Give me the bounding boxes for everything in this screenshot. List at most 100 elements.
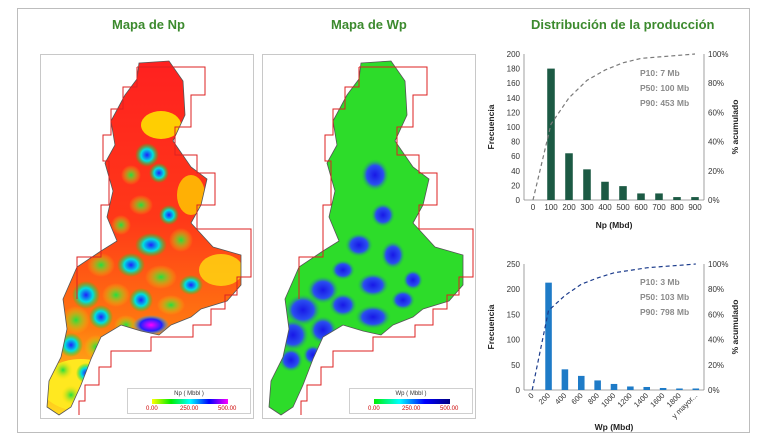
wp-map-image — [268, 60, 474, 416]
np-y2tick-label: 80% — [708, 79, 724, 88]
wp-stat-label: P10: 3 Mb — [640, 277, 680, 287]
np-ytick-label: 80 — [511, 138, 520, 147]
wp-y2tick-label: 60% — [708, 310, 724, 319]
np-bar — [583, 169, 591, 200]
np-xtick-label: 900 — [688, 203, 702, 212]
np-map-title: Mapa de Np — [112, 17, 185, 32]
wp-y-axis-label: Frecuencia — [486, 304, 496, 349]
wp-stat-label: P90: 798 Mb — [640, 307, 689, 317]
np-xtick-label: 600 — [634, 203, 648, 212]
np-stat-label: P10: 7 Mb — [640, 68, 680, 78]
wp-y2tick-label: 0% — [708, 386, 720, 395]
np-bar — [637, 193, 645, 200]
np-bar — [655, 193, 663, 200]
wp-ytick-label: 250 — [507, 260, 521, 269]
np-legend: Np ( Mbbl ) 0.00 250.00 500.00 — [127, 388, 251, 414]
np-ytick-label: 40 — [511, 167, 520, 176]
wp-ytick-label: 0 — [516, 386, 521, 395]
np-ytick-label: 20 — [511, 181, 520, 190]
wp-ytick-label: 100 — [507, 336, 521, 345]
np-xtick-label: 500 — [616, 203, 630, 212]
wp-ytick-label: 150 — [507, 310, 521, 319]
np-bar — [673, 197, 681, 200]
np-y2-axis-label: % acumulado — [730, 100, 740, 155]
np-bar — [565, 153, 573, 200]
wp-xtick-label: 400 — [553, 391, 568, 406]
np-x-axis-label: Np (Mbd) — [596, 220, 633, 230]
np-y-axis-label: Frecuencia — [486, 104, 496, 149]
wp-legend-tick-0: 0.00 — [368, 406, 380, 412]
np-xtick-label: 0 — [531, 203, 536, 212]
wp-legend-tick-2: 500.00 — [440, 406, 459, 412]
distribution-title: Distribución de la producción — [531, 17, 715, 32]
np-xtick-label: 700 — [652, 203, 666, 212]
np-legend-gradient — [152, 399, 228, 404]
wp-bar — [692, 388, 700, 390]
wp-xtick-label: 0 — [526, 391, 535, 400]
wp-y2tick-label: 80% — [708, 285, 724, 294]
wp-bar — [545, 282, 552, 390]
wp-legend-title: Wp ( Mbbl ) — [395, 391, 427, 397]
wp-bar — [643, 386, 650, 390]
np-legend-tick-0: 0.00 — [146, 406, 158, 412]
wp-xtick-label: 1600 — [648, 391, 666, 409]
np-xtick-label: 400 — [598, 203, 612, 212]
np-xtick-label: 100 — [544, 203, 558, 212]
wp-stat-label: P50: 103 Mb — [640, 292, 689, 302]
wp-map-panel: Wp ( Mbbl ) 0.00 250.00 500.00 — [262, 54, 476, 419]
np-y2tick-label: 40% — [708, 138, 724, 147]
np-ytick-label: 0 — [516, 196, 521, 205]
np-ytick-label: 160 — [507, 79, 521, 88]
wp-bar — [594, 380, 601, 390]
np-xtick-label: 300 — [580, 203, 594, 212]
wp-xtick-label: 1200 — [616, 391, 634, 409]
wp-map-title: Mapa de Wp — [331, 17, 407, 32]
np-y2tick-label: 20% — [708, 167, 724, 176]
np-legend-tick-1: 250.00 — [180, 406, 199, 412]
wp-y2-axis-label: % acumulado — [730, 300, 740, 355]
np-bar — [601, 181, 609, 200]
np-y2tick-label: 60% — [708, 108, 724, 117]
np-bar — [619, 186, 627, 200]
np-xtick-label: 200 — [562, 203, 576, 212]
np-bar — [691, 197, 699, 200]
wp-bar — [659, 387, 667, 390]
np-y2tick-label: 100% — [708, 50, 728, 59]
wp-bar — [578, 375, 585, 390]
np-ytick-label: 60 — [511, 152, 520, 161]
wp-y2tick-label: 100% — [708, 260, 728, 269]
wp-ytick-label: 50 — [511, 361, 520, 370]
np-ytick-label: 200 — [507, 50, 521, 59]
wp-cumulative-line — [531, 263, 696, 391]
wp-ytick-label: 200 — [507, 285, 521, 294]
np-bar — [547, 68, 555, 200]
wp-legend: Wp ( Mbbl ) 0.00 250.00 500.00 — [349, 388, 473, 414]
np-cumulative-line — [532, 53, 696, 201]
np-ytick-label: 120 — [507, 108, 521, 117]
wp-bar — [627, 386, 634, 390]
np-histogram: 0 20 40 60 80 100 120 140 160 180 200 0% 20% 40% 60% 80… — [486, 50, 740, 230]
wp-xtick-label: 600 — [569, 391, 584, 406]
np-legend-title: Np ( Mbbl ) — [174, 391, 204, 397]
np-ytick-label: 100 — [507, 123, 521, 132]
np-ytick-label: 180 — [507, 65, 521, 74]
np-stat-label: P90: 453 Mb — [640, 98, 689, 108]
wp-y2tick-label: 20% — [708, 361, 724, 370]
np-xtick-label: 800 — [670, 203, 684, 212]
wp-legend-tick-1: 250.00 — [402, 406, 421, 412]
wp-bar — [676, 388, 683, 390]
wp-xtick-label: 1000 — [599, 391, 617, 409]
wp-bar — [561, 369, 569, 390]
wp-xtick-label: 1400 — [632, 391, 650, 409]
wp-legend-gradient — [374, 399, 450, 404]
np-map-panel: Np ( Mbbl ) 0.00 250.00 500.00 — [40, 54, 254, 419]
wp-x-axis-label: Wp (Mbd) — [595, 422, 634, 432]
np-y2tick-label: 0% — [708, 196, 720, 205]
wp-bar — [610, 383, 618, 390]
np-ytick-label: 140 — [507, 94, 521, 103]
np-legend-tick-2: 500.00 — [218, 406, 237, 412]
np-map-image — [46, 60, 252, 416]
wp-xtick-label: 200 — [537, 391, 552, 406]
np-stat-label: P50: 100 Mb — [640, 83, 689, 93]
